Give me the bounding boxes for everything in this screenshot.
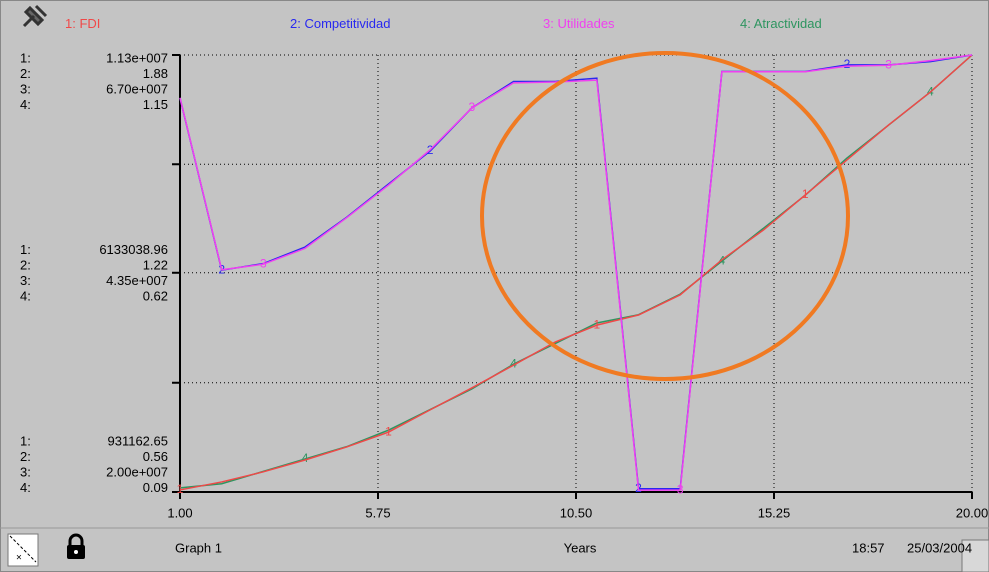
series-marker: 2	[844, 57, 851, 71]
y-axis-prefix: 1:	[20, 433, 31, 448]
y-axis-prefix: 4:	[20, 289, 31, 304]
legend-name: Competitividad	[304, 16, 390, 31]
y-tick-label: 1.22	[143, 258, 168, 273]
y-tick-label: 931162.65	[108, 433, 169, 448]
y-axis-prefix: 3:	[20, 273, 31, 288]
y-axis-prefix: 3:	[20, 81, 31, 96]
y-axis-prefix: 2:	[20, 449, 31, 464]
series-marker: 4	[510, 356, 517, 370]
y-tick-label: 2.00e+007	[106, 464, 168, 479]
series-marker: 1	[177, 482, 184, 496]
legend-entry: 2: Competitividad	[290, 16, 390, 31]
corner-box	[961, 539, 989, 572]
legend-key: 3:	[543, 16, 554, 31]
y-tick-label: 0.56	[143, 449, 168, 464]
graph-name: Graph 1	[175, 540, 222, 555]
series-marker: 1	[593, 317, 600, 331]
x-tick-label: 10.50	[560, 505, 593, 520]
highlight-circle	[480, 51, 850, 381]
series-marker: 3	[885, 57, 892, 71]
svg-text:×: ×	[16, 553, 22, 564]
series-marker: 3	[468, 100, 475, 114]
series-line	[179, 54, 973, 491]
y-axis-prefix: 3:	[20, 464, 31, 479]
x-tick-label: 15.25	[758, 505, 791, 520]
legend-entry: 1: FDI	[65, 16, 100, 31]
y-tick-label: 1.13e+007	[106, 50, 168, 65]
legend-name: Utilidades	[557, 16, 615, 31]
y-tick-label: 4.35e+007	[106, 273, 168, 288]
y-axis-prefix: 4:	[20, 97, 31, 112]
y-tick-label: 6.70e+007	[106, 81, 168, 96]
x-tick-label: 1.00	[167, 505, 192, 520]
legend-key: 2:	[290, 16, 301, 31]
y-tick-label: 0.09	[143, 480, 168, 495]
time: 18:57	[852, 540, 885, 555]
legend-key: 1:	[65, 16, 76, 31]
y-tick-label: 1.88	[143, 66, 168, 81]
y-axis-prefix: 4:	[20, 480, 31, 495]
legend-entry: 4: Atractividad	[740, 16, 822, 31]
y-axis-prefix: 1:	[20, 242, 31, 257]
legend-name: FDI	[79, 16, 100, 31]
date: 25/03/2004	[907, 540, 972, 555]
series-marker: 1	[385, 424, 392, 438]
series-marker: 1	[802, 187, 809, 201]
y-tick-label: 6133038.96	[99, 242, 168, 257]
y-tick-label: 0.62	[143, 289, 168, 304]
y-axis-prefix: 2:	[20, 66, 31, 81]
x-tick-label: 5.75	[365, 505, 390, 520]
legend-name: Atractividad	[754, 16, 822, 31]
series-marker: 3	[677, 482, 684, 496]
y-axis-prefix: 1:	[20, 50, 31, 65]
x-axis-label: Years	[564, 540, 597, 555]
y-axis-prefix: 2:	[20, 258, 31, 273]
scale-icon[interactable]: ×	[7, 533, 39, 567]
legend-key: 4:	[740, 16, 751, 31]
series-line	[179, 54, 973, 490]
x-tick-label: 20.00	[956, 505, 989, 520]
lock-icon[interactable]	[67, 533, 85, 559]
series-marker: 3	[260, 256, 267, 270]
legend-entry: 3: Utilidades	[543, 16, 615, 31]
y-tick-label: 1.15	[143, 97, 168, 112]
pin-icon	[22, 4, 48, 28]
plot: 1: FDI 2: Competitividad 3: Utilidades 4: A…	[20, 16, 988, 520]
series-marker: 4	[302, 451, 309, 465]
